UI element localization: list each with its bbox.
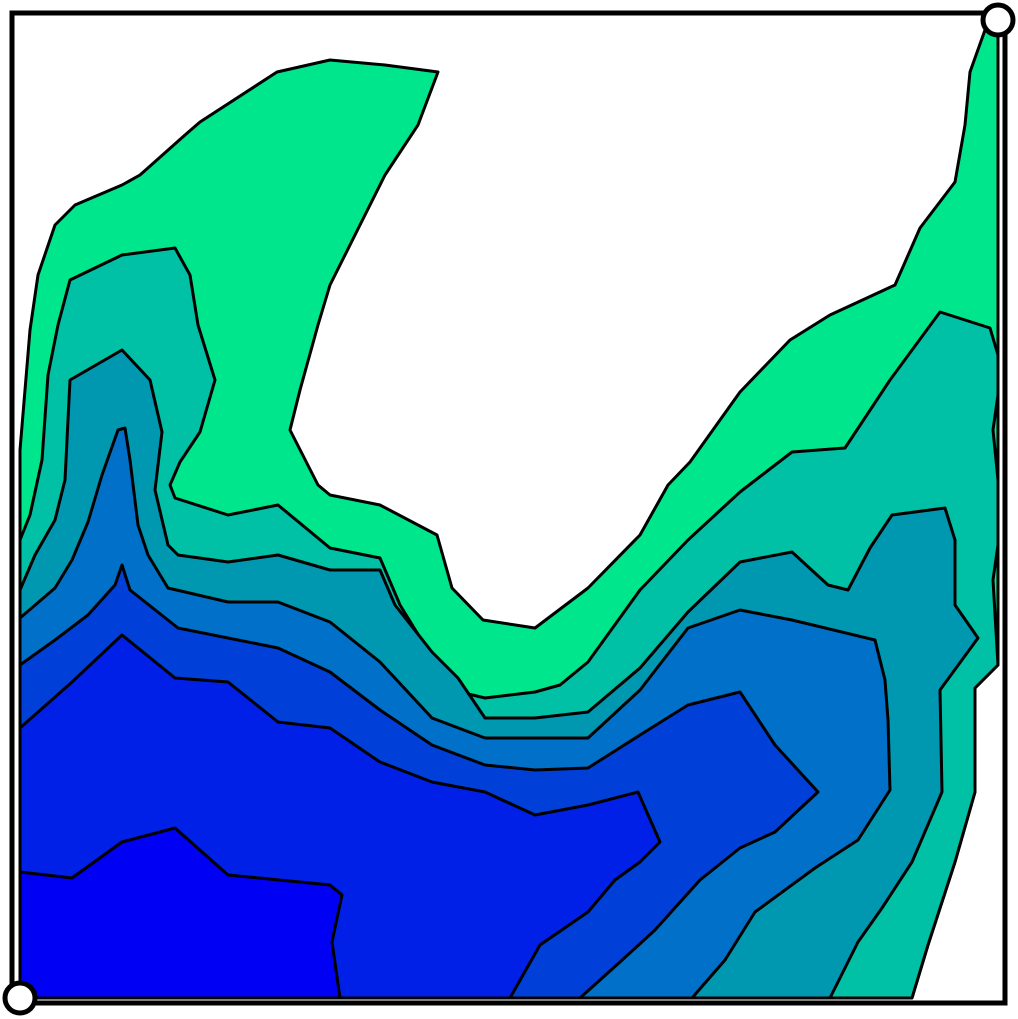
plot-frame <box>9 10 1008 1006</box>
corner-handle-bottom-left[interactable] <box>2 980 38 1016</box>
corner-handle-top-right[interactable] <box>980 2 1016 38</box>
contour-band-7 <box>18 826 344 1000</box>
